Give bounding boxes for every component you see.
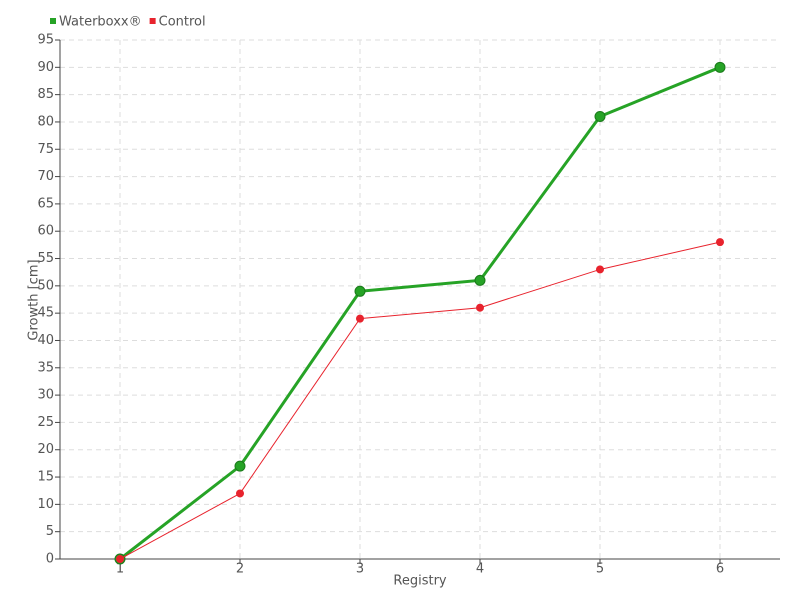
x-tick-label: 5 — [596, 562, 604, 577]
x-tick-label: 3 — [356, 562, 364, 577]
y-tick-label: 65 — [37, 196, 54, 211]
y-axis-label: Growth [cm] — [27, 259, 42, 340]
y-tick-label: 85 — [37, 87, 54, 102]
legend-swatch — [50, 18, 56, 24]
series-line — [119, 241, 721, 560]
point — [596, 265, 604, 274]
y-tick-label: 50 — [37, 278, 54, 293]
y-tick-label: 25 — [37, 415, 54, 430]
point — [714, 61, 726, 73]
series-line — [119, 65, 721, 561]
point — [716, 238, 724, 247]
point — [236, 489, 244, 498]
y-tick-label: 90 — [37, 60, 54, 75]
y-tick-label: 95 — [37, 33, 54, 48]
y-tick-label: 40 — [37, 333, 54, 348]
x-tick-label: 1 — [116, 562, 124, 577]
point — [354, 285, 366, 297]
y-tick-label: 5 — [46, 524, 54, 539]
legend-label: Waterboxx® — [59, 15, 142, 30]
y-tick-label: 20 — [37, 442, 54, 457]
point — [234, 460, 246, 472]
y-tick-label: 75 — [37, 142, 54, 157]
point — [594, 110, 606, 122]
y-tick-label: 60 — [37, 224, 54, 239]
point — [116, 555, 124, 563]
y-tick-label: 35 — [37, 360, 54, 375]
point — [474, 274, 486, 286]
y-tick-label: 30 — [37, 388, 54, 403]
y-tick-label: 80 — [37, 114, 54, 129]
y-tick-label: 10 — [37, 497, 54, 512]
x-tick-label: 6 — [716, 562, 724, 577]
y-tick-label: 55 — [37, 251, 54, 266]
legend-label: Control — [159, 15, 206, 30]
y-tick-label: 0 — [46, 552, 54, 567]
point — [476, 303, 484, 312]
x-axis-label: Registry — [393, 574, 447, 589]
legend-swatch — [149, 18, 156, 24]
x-tick-label: 4 — [476, 562, 484, 577]
y-tick-label: 45 — [37, 306, 54, 321]
x-tick-label: 2 — [236, 562, 244, 577]
point — [356, 314, 364, 323]
y-tick-label: 70 — [37, 169, 54, 184]
y-tick-label: 15 — [37, 470, 54, 485]
